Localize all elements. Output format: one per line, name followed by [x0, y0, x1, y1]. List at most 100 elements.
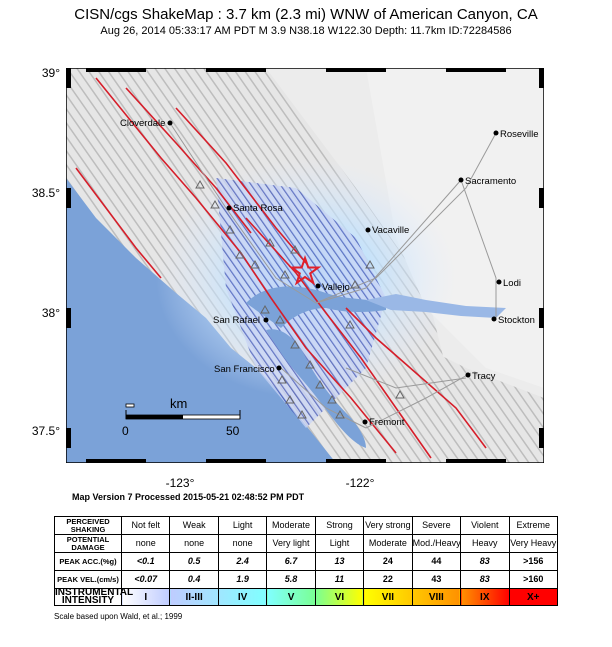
legend-cell: 13 — [314, 552, 365, 571]
city-dot-cloverdale — [167, 120, 173, 126]
legend-cell: Violent — [460, 516, 510, 535]
legend-cell: 11 — [314, 570, 365, 589]
intensity-cell: V — [266, 588, 316, 606]
shakemap-map: Cloverdale Roseville Sacramento Santa Ro… — [65, 67, 545, 464]
intensity-legend-table: PERCEIVED SHAKING Not felt Weak Light Modera… — [54, 516, 558, 606]
city-dot-stockton — [491, 316, 497, 322]
legend-cell: 5.8 — [266, 570, 316, 589]
legend-cell: none — [217, 534, 268, 553]
legend-cell: Severe — [411, 516, 462, 535]
legend-cell: none — [169, 534, 219, 553]
delta-waters — [366, 294, 506, 318]
lon-label-122: -122° — [345, 476, 375, 490]
scale-start: 0 — [122, 424, 129, 438]
legend-cell: 83 — [460, 552, 510, 571]
city-dot-san-rafael — [263, 317, 269, 323]
city-label-roseville: Roseville — [500, 129, 539, 140]
legend-cell: 1.9 — [217, 570, 268, 589]
legend-cell: Light — [217, 516, 268, 535]
city-label-tracy: Tracy — [472, 371, 496, 382]
legend-cell: 43 — [411, 570, 462, 589]
legend-cell: 6.7 — [266, 552, 316, 571]
city-markers — [167, 120, 502, 425]
city-dot-lodi — [496, 279, 502, 285]
lat-label-39: 39° — [41, 66, 60, 80]
intensity-cell: VII — [363, 588, 413, 606]
legend-row-header: PEAK VEL.(cm/s) — [54, 570, 122, 589]
legend-cell: 0.4 — [169, 570, 219, 589]
legend-cell: Very strong — [363, 516, 413, 535]
roads — [169, 122, 497, 429]
legend-cell: 0.5 — [169, 552, 219, 571]
city-dot-san-francisco — [276, 365, 282, 371]
seismic-stations — [195, 179, 405, 419]
city-label-santa-rosa: Santa Rosa — [233, 203, 283, 214]
legend-cell: Very light — [266, 534, 316, 553]
fault-lines — [75, 77, 487, 459]
legend-cell: >156 — [508, 552, 558, 571]
map-title: CISN/cgs ShakeMap : 3.7 km (2.3 mi) WNW … — [74, 6, 538, 23]
scale-footnote: Scale based upon Wald, et al.; 1999 — [54, 612, 183, 621]
legend-cell: Weak — [169, 516, 219, 535]
legend-cell: Very Heavy — [508, 534, 558, 553]
legend-cell: <0.07 — [120, 570, 171, 589]
legend-cell: 2.4 — [217, 552, 268, 571]
city-label-cloverdale: Cloverdale — [120, 118, 165, 129]
city-dot-fremont — [362, 419, 368, 425]
lat-label-38-5: 38.5° — [31, 186, 60, 200]
legend-cell: Not felt — [120, 516, 171, 535]
peak-acc-row: PEAK ACC.(%g) <0.1 0.5 2.4 6.7 13 24 44 83 >156 — [54, 552, 558, 571]
map-border-ticks — [65, 67, 545, 464]
legend-cell: 44 — [411, 552, 462, 571]
legend-cell: Light — [314, 534, 365, 553]
legend-cell: Moderate — [363, 534, 413, 553]
legend-cell: Heavy — [460, 534, 510, 553]
perceived-shaking-row: PERCEIVED SHAKING Not felt Weak Light Modera… — [54, 516, 558, 535]
city-dot-santa-rosa — [226, 205, 232, 211]
scale-end: 50 — [226, 424, 240, 438]
lat-label-37-5: 37.5° — [31, 424, 60, 438]
city-dot-vallejo — [315, 283, 321, 289]
city-label-vacaville: Vacaville — [372, 225, 409, 236]
intensity-cell: VI — [314, 588, 365, 606]
intensity-cell: X+ — [508, 588, 558, 606]
intensity-cell: I — [120, 588, 171, 606]
legend-cell: Mod./Heavy — [411, 534, 462, 553]
legend-cell: 83 — [460, 570, 510, 589]
legend-cell: <0.1 — [120, 552, 171, 571]
city-label-vallejo: Vallejo — [322, 282, 350, 293]
city-dot-roseville — [493, 130, 499, 136]
legend-cell: none — [120, 534, 171, 553]
legend-cell: 22 — [363, 570, 413, 589]
instrumental-intensity-row: INSTRUMENTAL INTENSITY I II-III IV V VI VII VII… — [54, 588, 558, 606]
legend-row-header: PERCEIVED SHAKING — [54, 516, 122, 535]
legend-row-header: POTENTIAL DAMAGE — [54, 534, 122, 553]
city-label-sacramento: Sacramento — [465, 176, 516, 187]
epicenter-star — [288, 254, 322, 286]
city-label-fremont: Fremont — [369, 417, 405, 428]
legend-cell: Extreme — [508, 516, 558, 535]
scale-bar: km 0 50 — [122, 396, 241, 438]
intensity-cell: II-III — [169, 588, 219, 606]
legend-cell: >160 — [508, 570, 558, 589]
map-version: Map Version 7 Processed 2015-05-21 02:48… — [72, 492, 305, 502]
lat-label-38: 38° — [41, 306, 60, 320]
intensity-cell: IV — [217, 588, 268, 606]
event-details: Aug 26, 2014 05:33:17 AM PDT M 3.9 N38.1… — [100, 25, 512, 37]
legend-cell: Strong — [314, 516, 365, 535]
legend-cell: 24 — [363, 552, 413, 571]
city-dot-tracy — [465, 372, 471, 378]
city-label-lodi: Lodi — [503, 278, 521, 289]
city-label-san-francisco: San Francisco — [214, 364, 275, 375]
city-label-san-rafael: San Rafael — [213, 315, 260, 326]
city-dot-sacramento — [458, 177, 464, 183]
scale-unit: km — [170, 396, 187, 411]
city-label-stockton: Stockton — [498, 315, 535, 326]
legend-cell: Moderate — [266, 516, 316, 535]
city-dot-vacaville — [365, 227, 371, 233]
intensity-cell: IX — [460, 588, 510, 606]
intensity-cell: VIII — [411, 588, 462, 606]
lon-label-123: -123° — [165, 476, 195, 490]
legend-row-header: PEAK ACC.(%g) — [54, 552, 122, 571]
potential-damage-row: POTENTIAL DAMAGE none none none Very light Li… — [54, 534, 558, 553]
